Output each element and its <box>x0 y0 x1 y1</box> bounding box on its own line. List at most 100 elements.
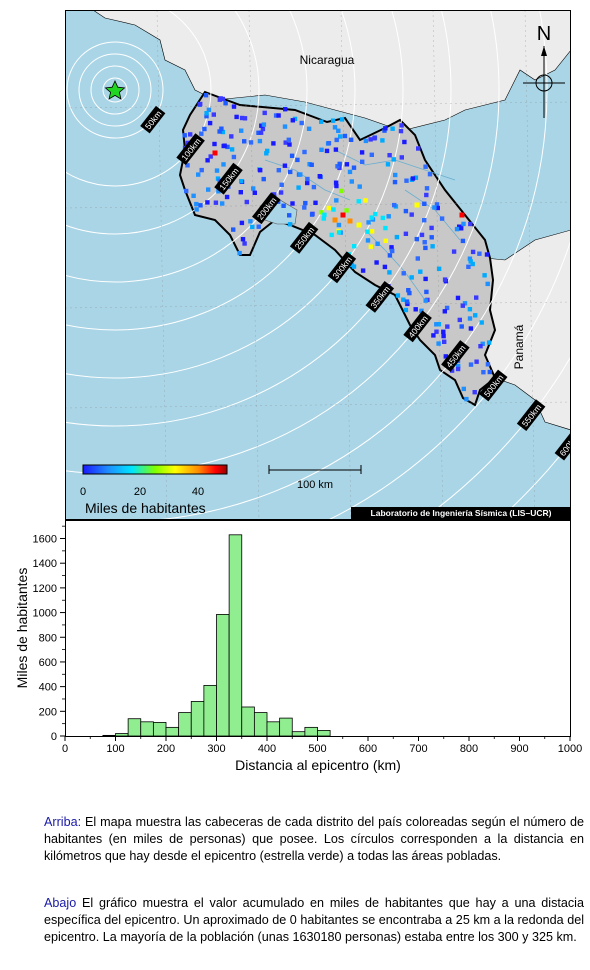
district-marker <box>460 238 466 244</box>
district-marker <box>196 172 201 177</box>
district-marker <box>455 366 461 372</box>
district-marker <box>347 218 353 224</box>
histogram-bar <box>140 721 154 737</box>
district-marker <box>244 199 249 205</box>
north-label: N <box>537 23 551 45</box>
distance-ring <box>66 41 164 139</box>
y-axis-label: Miles de habitantes <box>14 568 30 689</box>
district-marker <box>395 293 401 298</box>
district-marker <box>392 202 397 208</box>
histogram-bar <box>266 721 281 737</box>
distance-ring <box>65 10 308 283</box>
distance-ring <box>65 10 452 427</box>
y-tick-label: 600 <box>39 657 57 669</box>
credit-text: Laboratorio de Ingeniería Sísmica (LIS–U… <box>371 508 552 518</box>
district-marker <box>434 329 439 334</box>
district-marker <box>206 107 212 112</box>
scale-bar: 100 km <box>268 465 362 491</box>
district-marker <box>392 179 398 185</box>
district-marker <box>319 147 324 152</box>
district-marker <box>414 202 420 208</box>
colorbar-label: Miles de habitantes <box>85 500 206 516</box>
district-marker <box>409 212 414 217</box>
district-marker <box>203 93 209 98</box>
district-marker <box>220 129 226 135</box>
histogram-bar <box>190 701 205 737</box>
district-marker <box>443 354 448 359</box>
district-marker <box>423 276 428 282</box>
x-tick-label: 600 <box>359 743 377 755</box>
district-marker <box>334 137 339 143</box>
district-marker <box>351 264 357 269</box>
district-marker <box>481 370 486 375</box>
caption-top-lead: Arriba: <box>44 815 82 829</box>
district-marker <box>368 244 373 249</box>
district-marker <box>208 154 213 159</box>
district-marker <box>322 212 327 217</box>
district-marker <box>454 226 460 232</box>
district-marker <box>436 341 441 346</box>
district-marker <box>298 172 303 177</box>
graticule-line <box>65 301 571 309</box>
graticule <box>65 10 571 520</box>
district-marker <box>383 238 388 243</box>
district-marker <box>305 180 310 186</box>
x-tick-label: 800 <box>460 743 478 755</box>
district-marker <box>389 245 394 250</box>
district-marker <box>470 249 476 255</box>
district-marker <box>318 210 324 215</box>
histogram-bar <box>253 712 268 737</box>
district-marker <box>393 172 398 178</box>
district-marker <box>205 200 210 205</box>
district-marker <box>352 244 357 249</box>
distance-ring <box>65 10 404 379</box>
x-tick-label: 700 <box>409 743 427 755</box>
district-marker <box>239 128 244 133</box>
district-marker <box>234 114 239 120</box>
district-marker <box>451 249 457 254</box>
district-marker <box>357 184 362 189</box>
district-marker <box>351 165 357 170</box>
district-marker <box>224 194 230 200</box>
district-marker <box>482 273 487 278</box>
district-marker <box>194 201 199 207</box>
district-marker <box>382 264 388 270</box>
district-marker <box>286 137 291 142</box>
district-marker <box>406 288 411 293</box>
district-marker <box>287 213 292 218</box>
district-marker <box>474 295 479 300</box>
district-marker <box>336 128 341 133</box>
district-marker <box>258 168 263 173</box>
district-marker <box>330 118 336 123</box>
district-marker <box>455 295 461 301</box>
district-marker <box>264 151 269 156</box>
x-tick-label: 100 <box>106 743 124 755</box>
district-marker <box>303 200 308 206</box>
district-marker <box>252 190 257 195</box>
district-marker <box>332 217 338 223</box>
district-marker <box>214 168 220 173</box>
district-marker <box>431 333 436 338</box>
caption-top-text: El mapa muestra las cabeceras de cada di… <box>44 815 584 863</box>
district-marker <box>457 224 462 229</box>
district-marker <box>468 326 474 331</box>
district-marker <box>380 138 385 143</box>
x-axis: 0 100 200 300 400 500 600 700 800 900 1000 <box>62 736 582 755</box>
district-marker <box>415 256 420 261</box>
district-marker <box>215 176 221 181</box>
district-marker <box>418 269 423 274</box>
x-tick-label: 900 <box>510 743 528 755</box>
district-marker <box>372 136 377 141</box>
district-marker <box>442 339 447 344</box>
district-marker <box>356 222 362 228</box>
district-marker <box>374 260 379 265</box>
district-marker <box>239 115 245 121</box>
district-marker <box>485 281 490 287</box>
district-marker <box>219 126 224 131</box>
district-marker <box>204 114 209 119</box>
histogram-bar <box>317 730 331 737</box>
district-marker <box>333 147 339 152</box>
y-tick-label: 1000 <box>33 608 57 620</box>
histogram-bar <box>102 734 116 737</box>
caption-bottom: Abajo El gráfico muestra el valor acumul… <box>44 895 584 946</box>
